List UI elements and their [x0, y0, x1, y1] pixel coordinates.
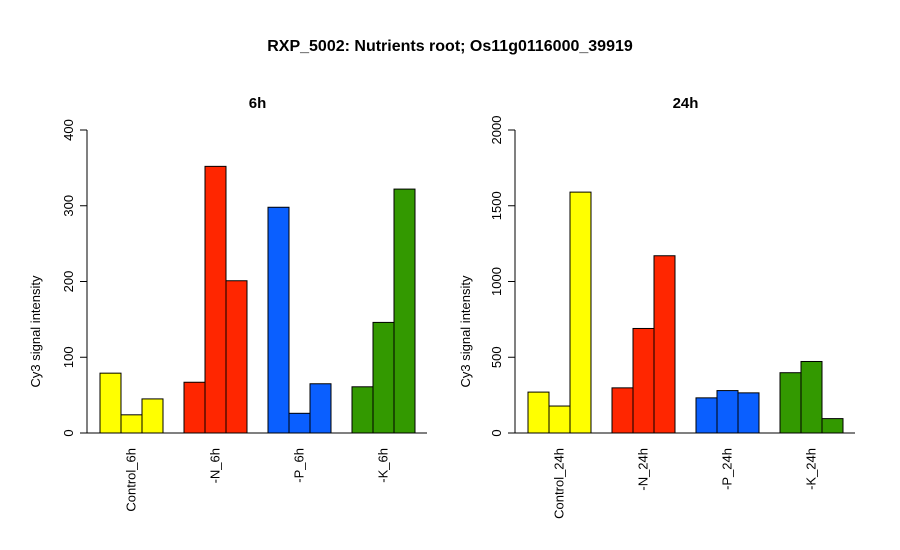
bar [204, 165, 227, 434]
y-axis-title: Cy3 signal intensity [458, 275, 473, 387]
bar [527, 391, 550, 434]
y-tick-label: 1500 [489, 191, 504, 220]
y-tick-label: 500 [489, 346, 504, 368]
bar [351, 386, 374, 434]
x-tick-label: -N_6h [208, 448, 223, 483]
bar [309, 383, 332, 434]
y-tick-label: 1000 [489, 267, 504, 296]
chart-title: RXP_5002: Nutrients root; Os11g0116000_3… [267, 38, 633, 55]
bar [183, 381, 206, 434]
y-tick-label: 100 [61, 346, 76, 368]
bar [548, 405, 571, 434]
bar [695, 397, 718, 434]
bar [569, 191, 592, 434]
bar [288, 412, 311, 434]
y-tick-label: 0 [489, 429, 504, 436]
x-tick-label: -N_24h [636, 448, 651, 491]
bar [779, 372, 802, 434]
panel-title: 6h [249, 95, 267, 112]
x-tick-label: -K_6h [376, 448, 391, 483]
y-tick-label: 2000 [489, 116, 504, 145]
bar [141, 398, 164, 434]
y-tick-label: 0 [61, 429, 76, 436]
bar [99, 372, 122, 434]
bar [393, 188, 416, 434]
x-tick-label: Control_24h [552, 448, 567, 519]
y-axis-title: Cy3 signal intensity [28, 275, 43, 387]
bar [800, 360, 823, 434]
bar [653, 255, 676, 434]
bar [821, 418, 844, 434]
panel-title: 24h [673, 95, 699, 112]
x-tick-label: Control_6h [124, 448, 139, 512]
bar [632, 327, 655, 434]
bar [716, 390, 739, 434]
y-tick-label: 200 [61, 271, 76, 293]
y-tick-label: 400 [61, 119, 76, 141]
bar [267, 206, 290, 434]
bar [372, 321, 395, 434]
y-tick-label: 300 [61, 195, 76, 217]
bar [611, 387, 634, 434]
x-tick-label: -P_24h [720, 448, 735, 490]
bar [225, 280, 248, 434]
x-tick-label: -P_6h [292, 448, 307, 483]
x-tick-label: -K_24h [804, 448, 819, 490]
bar [737, 392, 760, 434]
bar [120, 414, 143, 434]
